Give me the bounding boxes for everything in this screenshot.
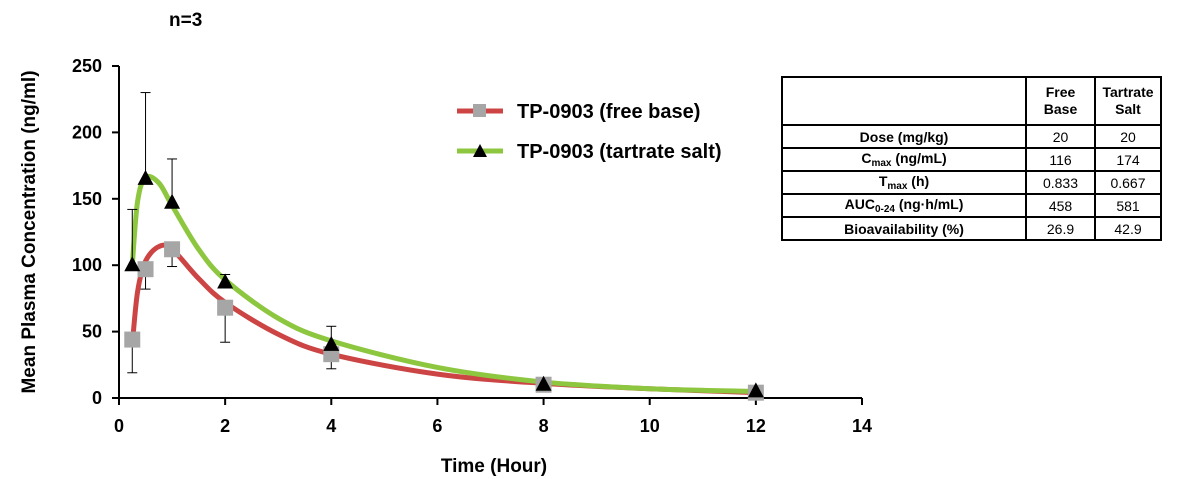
tartrate-point	[217, 273, 234, 289]
legend-label-tartrate: TP-0903 (tartrate salt)	[517, 141, 722, 163]
table-row: Tmax (h) 0.833 0.667	[781, 170, 1162, 195]
cell-dose-free: 20	[1025, 124, 1096, 149]
free-base-point	[137, 261, 154, 278]
row-label-dose: Dose (mg/kg)	[781, 124, 1027, 149]
sample-size-note: n=3	[169, 10, 202, 31]
tmax-sub: max	[887, 181, 908, 192]
row-label-bioavailability: Bioavailability (%)	[781, 216, 1027, 241]
cell-auc-tartrate: 581	[1094, 193, 1162, 218]
cell-dose-tartrate: 20	[1094, 124, 1162, 149]
cell-bioavailability-tartrate: 42.9	[1094, 216, 1162, 241]
table-row: AUC0-24 (ng·h/mL) 458 581	[781, 193, 1162, 218]
x-tick-label: 14	[852, 416, 872, 436]
auc-sub: 0-24	[874, 204, 895, 215]
header-free-line1: Free	[1045, 84, 1076, 100]
row-label-cmax: Cmax (ng/mL)	[781, 147, 1027, 172]
row-label-auc: AUC0-24 (ng·h/mL)	[781, 193, 1027, 218]
x-tick-label: 4	[326, 416, 336, 436]
y-axis-title: Mean Plasma Concentration (ng/ml)	[19, 70, 40, 393]
cmax-sub: max	[871, 158, 892, 169]
cmax-main: C	[861, 150, 872, 166]
x-tick-label: 8	[539, 416, 549, 436]
header-free-line2: Base	[1043, 101, 1078, 117]
header-tartrate-line2: Salt	[1115, 101, 1141, 117]
tartrate-point	[535, 375, 552, 391]
table-row: Bioavailability (%) 26.9 42.9	[781, 216, 1162, 241]
y-tick-label: 250	[72, 56, 102, 76]
legend-label-free-base: TP-0903 (free base)	[517, 101, 700, 123]
table-header-tartrate-salt: Tartrate Salt	[1094, 76, 1162, 126]
free-base-point	[124, 331, 141, 348]
y-tick-label: 150	[72, 189, 102, 209]
row-label-tmax: Tmax (h)	[781, 170, 1027, 195]
free-base-point	[164, 241, 181, 258]
tartrate-point	[747, 382, 764, 398]
tmax-main: T	[878, 173, 888, 189]
header-tartrate-line1: Tartrate	[1102, 84, 1154, 100]
x-tick-label: 10	[640, 416, 660, 436]
pk-parameters-table: Free Base Tartrate Salt Dose (mg/kg) 20 …	[781, 76, 1162, 241]
table-header-row: Free Base Tartrate Salt	[781, 76, 1162, 126]
legend-marker-tartrate	[473, 144, 487, 157]
legend-marker-free-base	[473, 104, 486, 117]
x-tick-label: 0	[114, 416, 124, 436]
x-tick-label: 2	[220, 416, 230, 436]
y-tick-label: 200	[72, 122, 102, 142]
cmax-unit: (ng/mL)	[891, 150, 947, 166]
y-ticks: 0 50 100 150 200 250	[72, 56, 119, 408]
table-header-free-base: Free Base	[1025, 76, 1096, 126]
cell-cmax-tartrate: 174	[1094, 147, 1162, 172]
cell-tmax-tartrate: 0.667	[1094, 170, 1162, 195]
table-row: Cmax (ng/mL) 116 174	[781, 147, 1162, 172]
tartrate-point	[137, 169, 154, 185]
x-tick-label: 6	[432, 416, 442, 436]
auc-unit: (ng·h/mL)	[894, 196, 964, 212]
cell-tmax-free: 0.833	[1025, 170, 1096, 195]
x-axis-title: Time (Hour)	[441, 456, 547, 477]
error-bars	[127, 92, 761, 396]
tartrate-point	[323, 335, 340, 351]
data-markers	[124, 169, 764, 401]
tartrate-point	[164, 193, 181, 209]
tartrate-point	[124, 256, 141, 272]
table-header-blank	[781, 76, 1027, 126]
free-base-point	[217, 299, 234, 316]
y-tick-label: 0	[92, 388, 102, 408]
x-tick-label: 12	[746, 416, 766, 436]
auc-main: AUC	[844, 196, 875, 212]
cell-cmax-free: 116	[1025, 147, 1096, 172]
tmax-unit: (h)	[907, 173, 930, 189]
cell-auc-free: 458	[1025, 193, 1096, 218]
cell-bioavailability-free: 26.9	[1025, 216, 1096, 241]
y-tick-label: 50	[82, 322, 102, 342]
x-ticks: 0 2 4 6 8 10 12 14	[114, 398, 872, 436]
table-row: Dose (mg/kg) 20 20	[781, 124, 1162, 149]
y-tick-label: 100	[72, 255, 102, 275]
legend: TP-0903 (free base) TP-0903 (tartrate sa…	[457, 101, 722, 163]
